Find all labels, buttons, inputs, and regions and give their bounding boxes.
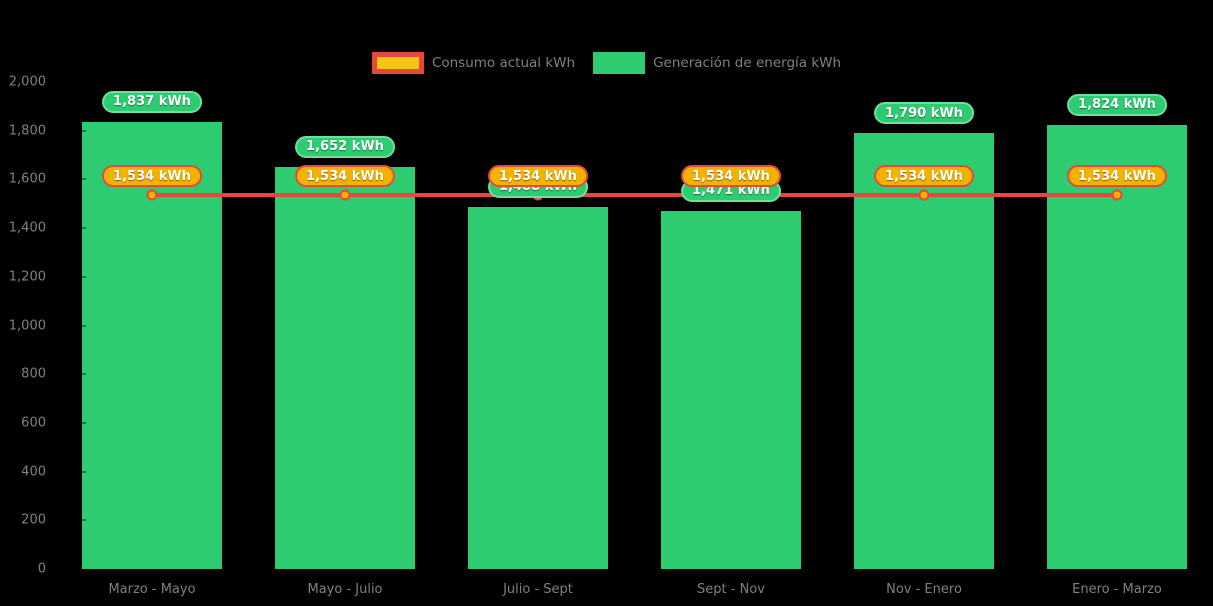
legend-item-consumption[interactable]: Consumo actual kWh [371,52,576,74]
bar-generation [82,121,222,569]
y-axis-tick-mark [80,324,86,327]
bar-value-label: 1,652 kWh [295,135,395,158]
x-axis-category-label: Nov - Enero [886,582,962,597]
y-axis-tick-label: 200 [21,512,46,528]
consumption-point-marker [918,189,930,201]
bar-generation [275,166,415,569]
y-axis-tick-label: 400 [21,464,46,480]
consumption-value-label: 1,534 kWh [1067,165,1167,188]
consumption-line [152,193,1117,198]
bar-generation [661,210,801,569]
y-axis-tick-label: 1,000 [8,318,46,333]
y-axis-tick-label: 600 [21,415,46,431]
y-axis-tick-label: 1,400 [8,220,46,236]
y-axis-tick-mark [80,129,86,132]
y-axis-tick-mark [80,178,86,181]
x-axis-category-label: Julio - Sept [503,582,573,597]
consumption-value-label: 1,534 kWh [488,165,588,188]
y-axis-tick-mark [80,227,86,230]
y-axis-tick-label: 800 [21,366,46,382]
y-axis-tick-mark [80,81,86,83]
consumption-point-marker [146,189,158,201]
consumption-swatch-icon [371,52,424,74]
legend-label-generation: Generación de energía kWh [653,55,842,71]
y-axis-tick-label: 1,800 [8,123,46,139]
legend-label-consumption: Consumo actual kWh [431,55,576,71]
y-axis-tick-mark [80,421,86,424]
y-axis-tick-label: 1,200 [8,269,46,285]
bar-generation [468,206,608,569]
consumption-value-label: 1,534 kWh [681,165,781,188]
y-axis-tick-label: 0 [37,561,46,577]
x-axis-category-label: Enero - Marzo [1072,582,1162,597]
bar-value-label: 1,837 kWh [102,90,202,113]
bar-value-label: 1,824 kWh [1067,93,1167,116]
y-axis-tick-mark [80,373,86,376]
y-axis-tick-mark [80,519,86,522]
x-axis-category-label: Mayo - Julio [307,582,383,597]
x-axis-category-label: Marzo - Mayo [108,582,196,597]
consumption-value-label: 1,534 kWh [295,165,395,188]
generation-swatch-icon [593,52,646,74]
y-axis-tick-label: 1,600 [8,171,46,187]
y-axis-tick-label: 2,000 [8,74,46,90]
bar-value-label: 1,790 kWh [874,102,974,125]
consumption-value-label: 1,534 kWh [874,165,974,188]
x-axis-category-label: Sept - Nov [697,582,765,597]
y-axis-tick-mark [80,275,86,278]
consumption-value-label: 1,534 kWh [102,165,202,188]
bar-generation [854,133,994,569]
consumption-point-marker [339,189,351,201]
chart-legend: Consumo actual kWh Generación de energía… [0,50,1213,76]
y-axis-tick-mark [80,470,86,473]
legend-item-generation[interactable]: Generación de energía kWh [593,52,841,74]
consumption-point-marker [1111,189,1123,201]
